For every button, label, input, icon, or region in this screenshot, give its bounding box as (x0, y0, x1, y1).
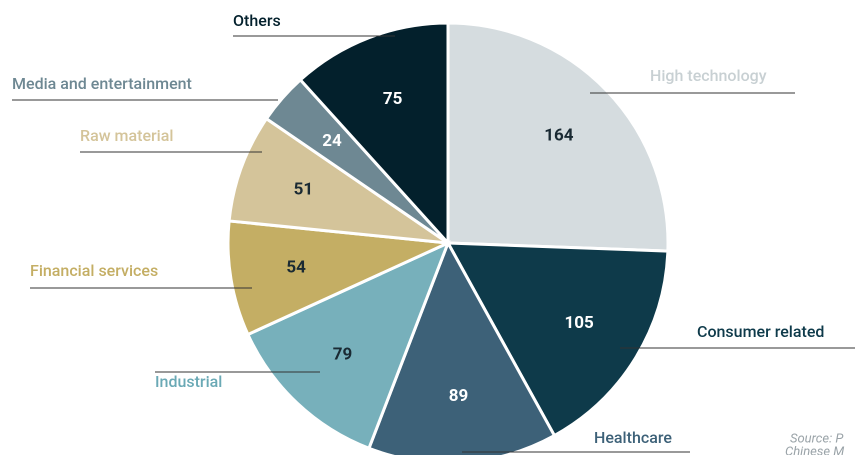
pie-slice (446, 21, 670, 253)
value-label: 105 (565, 313, 595, 333)
category-label: Consumer related (697, 322, 824, 341)
pie-slice (245, 240, 451, 451)
value-label: 24 (322, 131, 342, 151)
category-label: Raw material (80, 126, 173, 145)
source: Chinese M (785, 444, 844, 455)
category-label: Media and entertainment (12, 74, 192, 93)
pie-slice (367, 239, 557, 455)
value-label: 164 (544, 126, 574, 146)
category-label: Financial services (30, 261, 158, 280)
value-label: 89 (449, 386, 469, 406)
category-label: Industrial (155, 372, 222, 391)
category-label: High technology (650, 66, 767, 85)
pie-slice (445, 241, 670, 438)
source: Source: P (790, 431, 844, 446)
pie-slice (227, 116, 449, 245)
category-label: Healthcare (594, 428, 672, 447)
category-label: Others (233, 11, 281, 30)
pie-slice (298, 21, 450, 247)
pie-slice (226, 219, 454, 337)
value-label: 79 (333, 345, 353, 365)
value-label: 54 (286, 258, 306, 278)
value-label: 75 (383, 89, 403, 109)
value-label: 51 (294, 180, 314, 200)
